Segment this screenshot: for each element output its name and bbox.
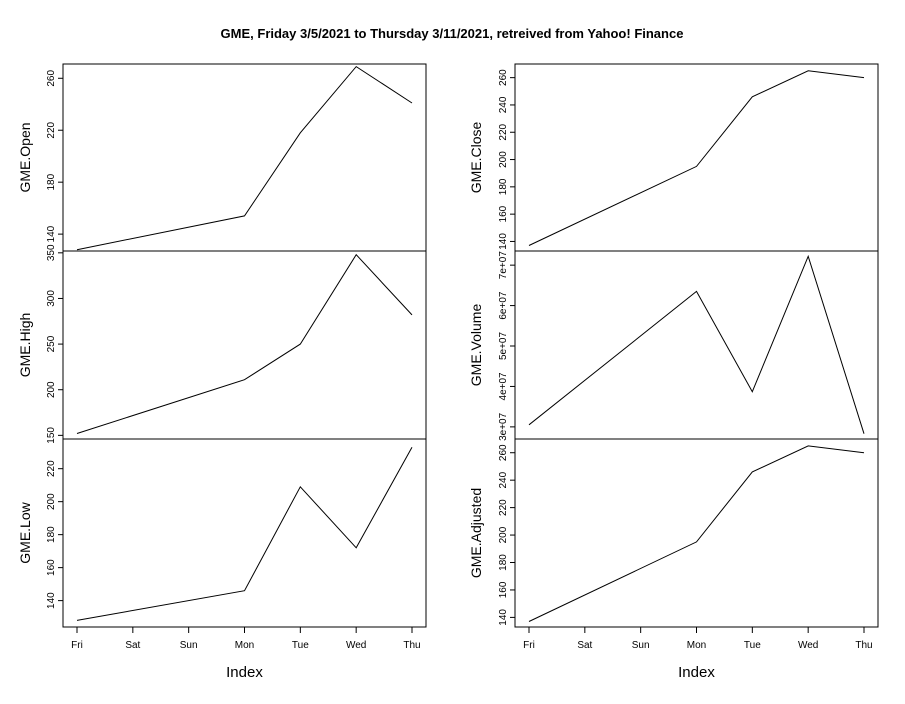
series-line [528, 70, 865, 246]
x-tick-label: Sun [632, 640, 650, 651]
x-tick-label: Thu [855, 640, 872, 651]
x-tick-label: Mon [687, 640, 706, 651]
series-line [76, 446, 413, 621]
y-tick-label: 200 [498, 151, 509, 168]
y-tick-label: 140 [46, 592, 57, 609]
x-tick-label: Mon [235, 640, 254, 651]
x-axis-title: Index [226, 664, 263, 681]
y-axis-title: GME.High [17, 313, 33, 378]
y-tick-label: 7e+07 [498, 251, 509, 280]
y-tick-label: 200 [46, 493, 57, 510]
panel-gme-high: 150 200 250 300 350 GME.High [17, 244, 427, 444]
x-tick-label: Wed [798, 640, 818, 651]
y-tick-label: 300 [46, 290, 57, 307]
y-tick-label: 180 [46, 526, 57, 543]
series-line [528, 254, 865, 434]
x-tick-label: Sun [180, 640, 198, 651]
y-axis-title: GME.Adjusted [468, 488, 484, 578]
series-line [76, 65, 413, 251]
panel-frame [514, 438, 879, 628]
y-tick-label: 5e+07 [498, 332, 509, 361]
panel-gme-volume: 3e+07 4e+07 5e+07 6e+07 7e+07 GME.Volume [468, 250, 879, 441]
y-axis-title: GME.Close [468, 122, 484, 194]
y-tick-label: 200 [498, 526, 509, 543]
y-tick-label: 160 [498, 581, 509, 598]
x-tick-label: Sat [125, 640, 140, 651]
y-tick-label: 220 [498, 499, 509, 516]
x-tick-label: Sat [577, 640, 592, 651]
x-axis-right: Fri Sat Sun Mon Tue Wed Thu Index [523, 627, 873, 681]
y-tick-label: 220 [498, 123, 509, 140]
y-tick-label: 200 [46, 381, 57, 398]
panel-gme-open: 140 180 220 260 GME.Open [17, 63, 427, 252]
x-tick-label: Tue [292, 640, 309, 651]
y-tick-label: 180 [498, 178, 509, 195]
y-tick-label: 140 [498, 233, 509, 250]
y-tick-label: 240 [498, 471, 509, 488]
y-tick-label: 4e+07 [498, 372, 509, 401]
x-tick-label: Wed [346, 640, 366, 651]
y-axis-title: GME.Low [17, 501, 33, 563]
y-tick-label: 160 [46, 559, 57, 576]
x-tick-label: Thu [403, 640, 420, 651]
panel-frame [62, 250, 427, 440]
y-tick-label: 160 [498, 205, 509, 222]
x-axis-title: Index [678, 664, 715, 681]
y-tick-label: 240 [498, 96, 509, 113]
y-tick-label: 260 [498, 69, 509, 86]
panel-frame [514, 250, 879, 440]
series-line [76, 253, 413, 434]
panel-frame [62, 63, 427, 252]
panel-frame [62, 438, 427, 628]
y-tick-label: 3e+07 [498, 412, 509, 441]
y-tick-label: 140 [498, 609, 509, 626]
x-tick-label: Fri [71, 640, 83, 651]
y-tick-label: 180 [498, 554, 509, 571]
chart-title: GME, Friday 3/5/2021 to Thursday 3/11/20… [221, 26, 684, 41]
y-tick-label: 220 [46, 121, 57, 138]
panel-gme-adjusted: 140 160 180 200 220 240 260 GME.Adjusted [468, 438, 879, 628]
x-tick-label: Fri [523, 640, 535, 651]
panel-gme-close: 140 160 180 200 220 240 260 GME.Close [468, 63, 879, 252]
panel-frame [514, 63, 879, 252]
y-axis-title: GME.Open [17, 122, 33, 192]
y-tick-label: 220 [46, 460, 57, 477]
panel-gme-low: 140 160 180 200 220 GME.Low [17, 438, 427, 628]
y-axis-title: GME.Volume [468, 304, 484, 387]
series-line [528, 445, 865, 622]
y-tick-label: 260 [46, 70, 57, 87]
y-tick-label: 180 [46, 173, 57, 190]
y-tick-label: 260 [498, 444, 509, 461]
y-tick-label: 250 [46, 335, 57, 352]
x-tick-label: Tue [744, 640, 761, 651]
y-tick-label: 6e+07 [498, 291, 509, 320]
x-axis-left: Fri Sat Sun Mon Tue Wed Thu Index [71, 627, 421, 681]
y-tick-label: 150 [46, 427, 57, 444]
y-tick-label: 140 [46, 225, 57, 242]
plot-layer: 140 180 220 260 GME.Open 150 200 250 300 350 GME.H… [17, 63, 879, 681]
y-tick-label: 350 [46, 244, 57, 261]
